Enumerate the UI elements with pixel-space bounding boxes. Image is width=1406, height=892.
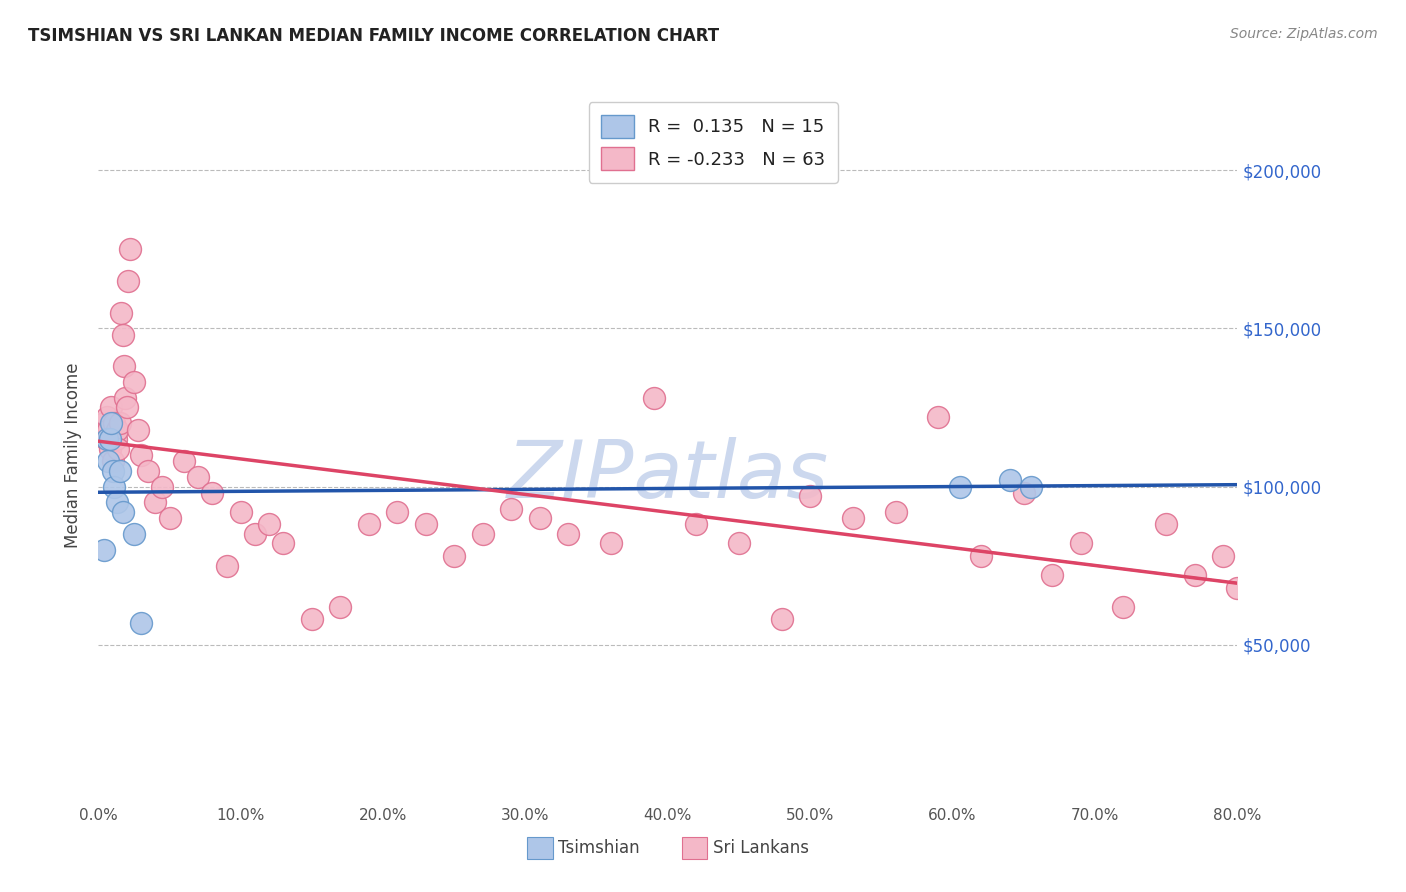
Point bbox=[129, 448, 152, 462]
Point bbox=[101, 464, 124, 478]
Point bbox=[96, 432, 118, 446]
Point bbox=[122, 375, 145, 389]
Point bbox=[103, 417, 125, 431]
Point bbox=[98, 432, 121, 446]
Point bbox=[114, 391, 136, 405]
Point bbox=[387, 505, 409, 519]
Point bbox=[103, 479, 125, 493]
Point bbox=[100, 401, 122, 415]
Point bbox=[259, 517, 281, 532]
Point bbox=[685, 517, 707, 532]
Point bbox=[145, 495, 167, 509]
Point bbox=[243, 527, 266, 541]
Text: ZIPatlas: ZIPatlas bbox=[506, 437, 830, 515]
Point bbox=[1154, 517, 1177, 532]
Point bbox=[1019, 479, 1042, 493]
Point bbox=[1212, 549, 1234, 563]
Point bbox=[471, 527, 494, 541]
Text: Sri Lankans: Sri Lankans bbox=[713, 839, 808, 857]
Point bbox=[96, 409, 118, 424]
Point bbox=[949, 479, 972, 493]
Point bbox=[101, 454, 124, 468]
Point bbox=[201, 486, 224, 500]
Point bbox=[115, 401, 138, 415]
Point bbox=[129, 615, 152, 630]
Point bbox=[1012, 486, 1035, 500]
Point bbox=[97, 423, 120, 437]
Point bbox=[600, 536, 623, 550]
Y-axis label: Median Family Income: Median Family Income bbox=[65, 362, 83, 548]
Point bbox=[557, 527, 579, 541]
Point bbox=[93, 542, 115, 557]
Point bbox=[1112, 599, 1135, 614]
Point bbox=[122, 527, 145, 541]
Point bbox=[970, 549, 993, 563]
Point bbox=[501, 501, 523, 516]
Point bbox=[1040, 568, 1063, 582]
Point bbox=[118, 243, 141, 257]
Point bbox=[136, 464, 159, 478]
Point bbox=[91, 423, 114, 437]
Point bbox=[107, 442, 129, 456]
Text: TSIMSHIAN VS SRI LANKAN MEDIAN FAMILY INCOME CORRELATION CHART: TSIMSHIAN VS SRI LANKAN MEDIAN FAMILY IN… bbox=[28, 27, 720, 45]
Point bbox=[93, 417, 115, 431]
Point bbox=[927, 409, 949, 424]
Point bbox=[643, 391, 665, 405]
Point bbox=[842, 511, 865, 525]
Point bbox=[105, 495, 128, 509]
Point bbox=[301, 612, 323, 626]
Point bbox=[443, 549, 465, 563]
Point bbox=[415, 517, 437, 532]
Text: Tsimshian: Tsimshian bbox=[558, 839, 640, 857]
Point bbox=[127, 423, 149, 437]
Point bbox=[273, 536, 295, 550]
Point bbox=[110, 305, 132, 319]
Point bbox=[770, 612, 793, 626]
Point bbox=[728, 536, 751, 550]
Point bbox=[111, 327, 134, 342]
Point bbox=[117, 274, 139, 288]
Point bbox=[108, 464, 131, 478]
Text: Source: ZipAtlas.com: Source: ZipAtlas.com bbox=[1230, 27, 1378, 41]
Point bbox=[799, 489, 821, 503]
Point bbox=[159, 511, 181, 525]
Point bbox=[884, 505, 907, 519]
Point bbox=[1184, 568, 1206, 582]
Point bbox=[173, 454, 195, 468]
Point bbox=[94, 432, 117, 446]
Point bbox=[1070, 536, 1092, 550]
Point bbox=[97, 454, 120, 468]
Point bbox=[105, 423, 128, 437]
Point bbox=[100, 417, 122, 431]
Point bbox=[329, 599, 352, 614]
Point bbox=[357, 517, 380, 532]
Point bbox=[1226, 581, 1249, 595]
Point bbox=[111, 505, 134, 519]
Point bbox=[112, 359, 135, 374]
Point bbox=[529, 511, 551, 525]
Point bbox=[998, 473, 1021, 487]
Legend: R =  0.135   N = 15, R = -0.233   N = 63: R = 0.135 N = 15, R = -0.233 N = 63 bbox=[589, 103, 838, 183]
Point bbox=[187, 470, 209, 484]
Point bbox=[98, 442, 121, 456]
Point bbox=[215, 558, 238, 573]
Point bbox=[104, 432, 127, 446]
Point bbox=[152, 479, 174, 493]
Point bbox=[229, 505, 252, 519]
Point bbox=[108, 417, 131, 431]
